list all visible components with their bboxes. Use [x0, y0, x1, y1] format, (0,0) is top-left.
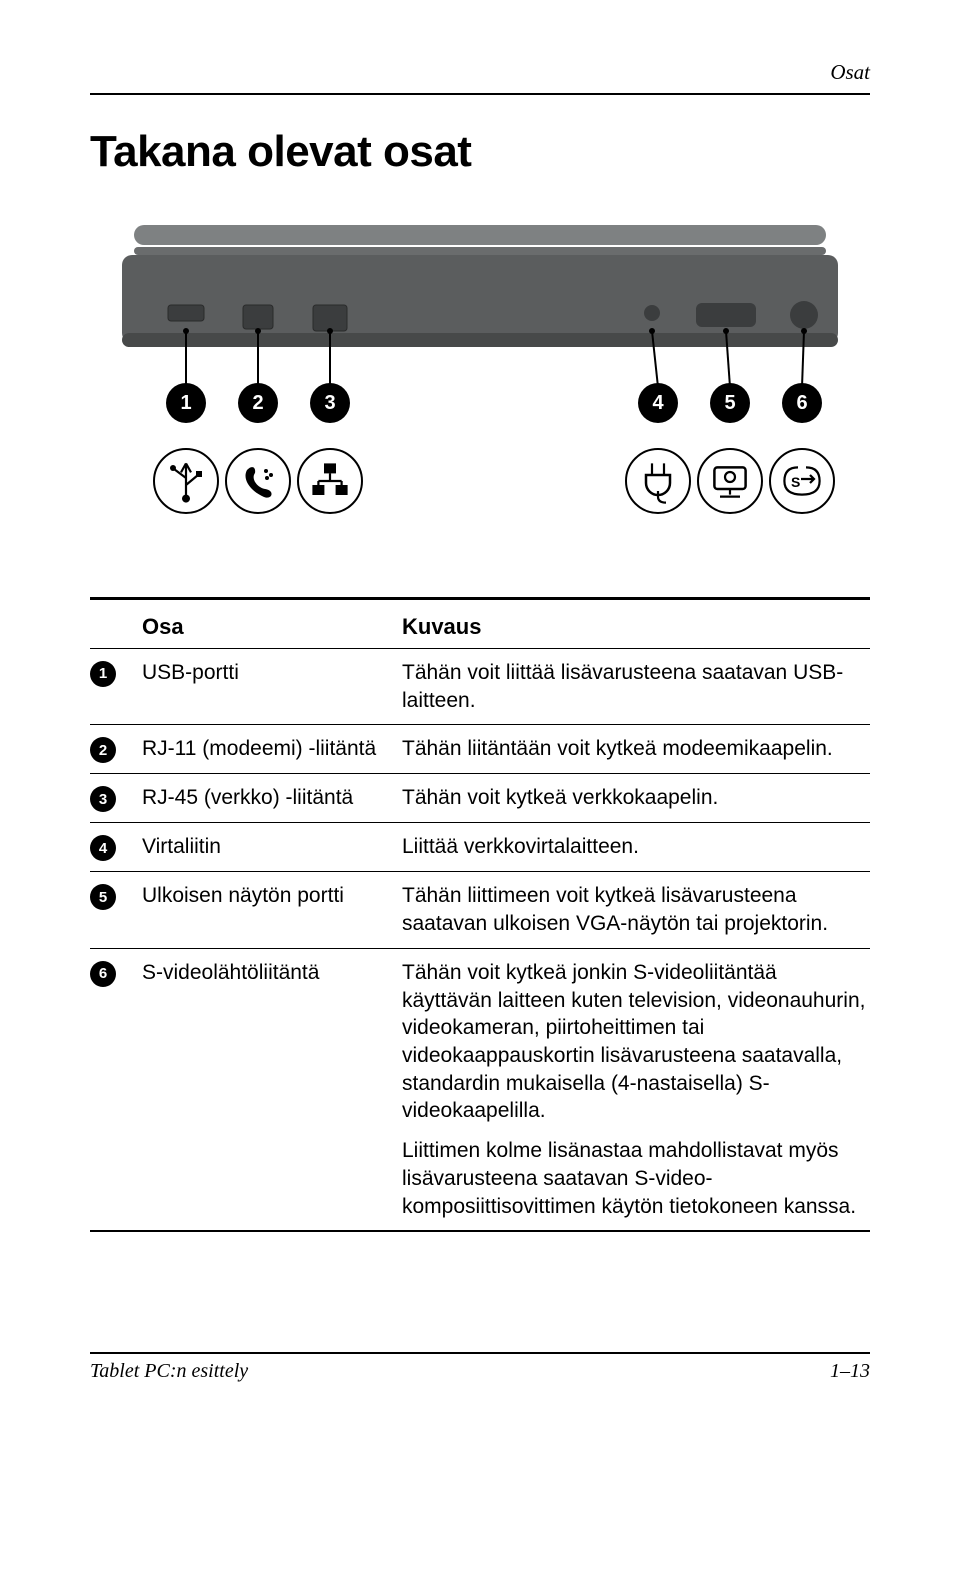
page-footer: Tablet PC:n esittely 1–13: [90, 1352, 870, 1383]
running-header: Osat: [90, 60, 870, 85]
parts-table: Osa Kuvaus 1 USB-porttiTähän voit liittää…: [90, 597, 870, 1232]
table-row: 2 RJ-11 (modeemi) -liitäntäTähän liitäntä…: [90, 724, 870, 773]
part-name: USB-portti: [142, 659, 402, 714]
phone-icon: [226, 449, 290, 513]
part-name: RJ-45 (verkko) -liitäntä: [142, 784, 402, 812]
part-description: Tähän liittimeen voit kytkeä lisävaruste…: [402, 882, 870, 937]
part-name: S-videolähtöliitäntä: [142, 959, 402, 1220]
column-header-osa: Osa: [142, 614, 402, 640]
table-row: 1 USB-porttiTähän voit liittää lisävarust…: [90, 648, 870, 724]
header-rule: [90, 93, 870, 95]
part-name: Ulkoisen näytön portti: [142, 882, 402, 937]
part-description: Tähän voit kytkeä jonkin S-videoliitäntä…: [402, 959, 870, 1220]
svg-text:3: 3: [324, 392, 335, 414]
part-description: Tähän liitäntään voit kytkeä modeemikaap…: [402, 735, 870, 763]
footer-right: 1–13: [830, 1360, 870, 1383]
usb-icon: [154, 449, 218, 513]
svg-text:4: 4: [652, 392, 664, 414]
footer-left: Tablet PC:n esittely: [90, 1360, 248, 1383]
row-number-badge: 2: [90, 737, 116, 763]
svg-text:5: 5: [724, 392, 735, 414]
row-number-badge: 4: [90, 835, 116, 861]
monitor-icon: [698, 449, 762, 513]
row-number-badge: 6: [90, 961, 116, 987]
svg-text:2: 2: [252, 392, 263, 414]
rear-ports-diagram: 1 2 3 4 5 6 S: [90, 213, 870, 553]
table-row: 5 Ulkoisen näytön porttiTähän liittimeen …: [90, 871, 870, 947]
part-description: Tähän voit liittää lisävarusteena saatav…: [402, 659, 870, 714]
page-title: Takana olevat osat: [90, 127, 870, 177]
network-icon: [298, 449, 362, 513]
svideo-icon: S: [770, 449, 834, 513]
table-row: 4 VirtaliitinLiittää verkkovirtalaitteen.: [90, 822, 870, 871]
plug-icon: [626, 449, 690, 513]
table-top-rule: [90, 597, 870, 600]
table-row: 3 RJ-45 (verkko) -liitäntäTähän voit kytk…: [90, 773, 870, 822]
row-number-badge: 3: [90, 786, 116, 812]
svg-text:S: S: [791, 474, 800, 490]
svg-text:6: 6: [796, 392, 807, 414]
part-description: Tähän voit kytkeä verkkokaapelin.: [402, 784, 870, 812]
row-number-badge: 1: [90, 661, 116, 687]
part-name: Virtaliitin: [142, 833, 402, 861]
svg-text:1: 1: [180, 392, 191, 414]
part-description: Liittää verkkovirtalaitteen.: [402, 833, 870, 861]
row-number-badge: 5: [90, 884, 116, 910]
table-row: 6 S-videolähtöliitäntäTähän voit kytkeä j…: [90, 948, 870, 1232]
part-name: RJ-11 (modeemi) -liitäntä: [142, 735, 402, 763]
column-header-kuvaus: Kuvaus: [402, 614, 870, 640]
table-header-row: Osa Kuvaus: [90, 606, 870, 648]
